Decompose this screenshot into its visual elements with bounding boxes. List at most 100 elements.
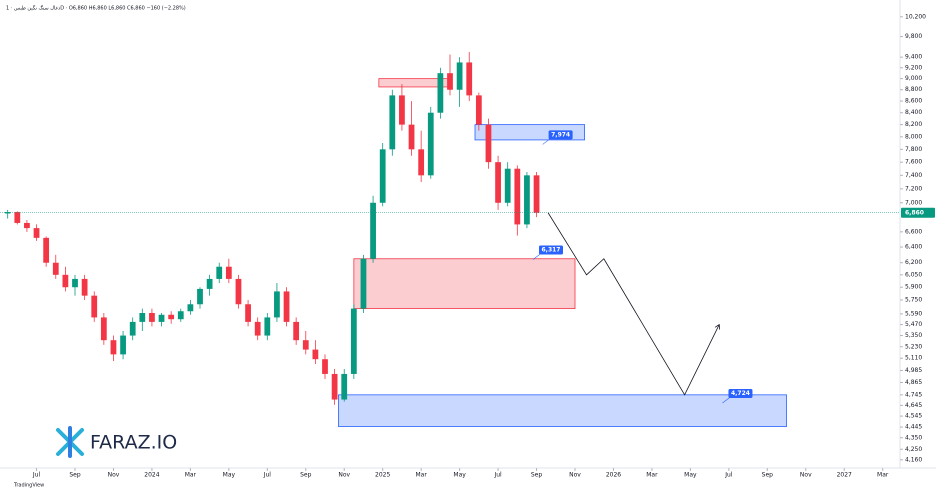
logo: FARAZ.IO (56, 426, 177, 458)
value-tag (728, 389, 753, 399)
y-tick-label: 7,600 (905, 159, 922, 166)
candle-body (293, 321, 300, 341)
y-tick-label: 10,200 (905, 13, 926, 20)
y-tick-label: 7,800 (905, 146, 922, 153)
y-tick-label: 4,645 (905, 402, 922, 409)
candle-body (341, 373, 348, 400)
x-tick-label: Jul (724, 472, 733, 479)
value-tag-label: 6,317 (542, 246, 561, 253)
candle-body (187, 304, 194, 312)
value-tag (539, 245, 563, 255)
candle-body (139, 312, 146, 322)
y-tick-label: 4,350 (905, 434, 922, 441)
header: ذغال سنگ نگین طبس · 1D · O6,860 H6,860 L… (6, 5, 186, 12)
candle-body (197, 288, 203, 305)
x-tick-label: Nov (800, 472, 812, 479)
candle-body (427, 112, 434, 176)
y-tick-label: 5,470 (905, 321, 922, 328)
y-tick-label: 5,590 (905, 310, 922, 317)
candle-body (399, 95, 405, 125)
x-tick-label: Sep (69, 472, 81, 479)
candle-body (302, 340, 309, 350)
y-tick-label: 4,250 (905, 446, 922, 453)
candle-body (264, 317, 271, 336)
x-tick-label: 2026 (606, 472, 621, 479)
y-tick-label: 6,200 (905, 259, 922, 266)
candle-body (24, 222, 30, 229)
candle-body (533, 175, 540, 213)
y-tick-label: 6,600 (905, 228, 922, 235)
y-tick-label: 9,800 (905, 33, 922, 40)
candle-body (168, 314, 175, 320)
candle-body (225, 266, 232, 279)
y-tick-label: 6,400 (905, 244, 922, 251)
y-tick-label: 4,745 (905, 391, 922, 398)
x-tick-label: Sep (300, 472, 312, 479)
x-tick-label: Nov (338, 472, 350, 479)
y-tick-label: 6,050 (905, 271, 922, 278)
y-tick-label: 4,545 (905, 413, 922, 420)
candle-body (485, 124, 492, 163)
x-tick-label: Mar (185, 472, 197, 479)
y-tick-label: 9,400 (905, 54, 922, 61)
y-tick-label: 5,110 (905, 355, 922, 362)
x-tick-label: 2025 (375, 472, 390, 479)
candle-body (52, 262, 59, 275)
x-tick-label: 2027 (837, 472, 852, 479)
x-tick-label: Sep (531, 472, 543, 479)
candle-body (524, 175, 530, 225)
candle-body (437, 73, 444, 113)
candles (4, 51, 540, 405)
x-tick-label: Jul (32, 472, 41, 479)
candle-body (456, 62, 463, 90)
candle-body (91, 295, 98, 318)
candle-body (331, 373, 338, 400)
candle-body (245, 304, 251, 322)
x-tick-label: Nov (569, 472, 581, 479)
arrow-head (714, 323, 721, 330)
candle-body (475, 95, 482, 125)
y-tick-label: 5,230 (905, 343, 922, 350)
candle-body (350, 308, 357, 374)
footer: TradingView (13, 483, 44, 489)
candle-body (312, 349, 319, 360)
value-tag (548, 130, 573, 140)
y-tick-label: 4,865 (905, 379, 922, 386)
candle-body (120, 335, 126, 355)
x-tick-label: May (453, 472, 466, 479)
y-tick-label: 4,160 (905, 456, 922, 463)
candle-body (14, 212, 21, 223)
x-tick-label: Jul (493, 472, 502, 479)
candle-body (216, 266, 223, 279)
zone (338, 394, 787, 427)
y-tick-label: 8,800 (905, 86, 922, 93)
x-tick-label: Nov (108, 472, 120, 479)
candle-body (322, 359, 328, 374)
x-tick-label: Sep (762, 472, 774, 479)
candle-body (43, 237, 50, 263)
y-tick-label: 7,000 (905, 199, 922, 206)
zones (338, 78, 787, 427)
candle-body (81, 278, 88, 296)
candle-body (418, 149, 425, 176)
candle-body (495, 162, 501, 203)
candle-body (235, 278, 242, 305)
y-tick-label: 4,445 (905, 424, 922, 431)
x-tick-label: Mar (415, 472, 427, 479)
y-tick-label: 8,200 (905, 121, 922, 128)
value-tag-label: 4,724 (731, 390, 750, 397)
y-tick-label: 9,000 (905, 75, 922, 82)
label-connector (722, 396, 731, 404)
candle-body (129, 321, 136, 336)
label-connector (542, 138, 551, 145)
candle-body (4, 212, 11, 214)
candle-body (514, 168, 521, 225)
y-tick-label: 9,200 (905, 64, 922, 71)
candle-body (283, 291, 290, 322)
zone (353, 258, 576, 310)
candle-body (33, 228, 40, 238)
x-tick-label: Mar (877, 472, 889, 479)
y-tick-label: 8,600 (905, 98, 922, 105)
x-tick-label: Jul (263, 472, 272, 479)
